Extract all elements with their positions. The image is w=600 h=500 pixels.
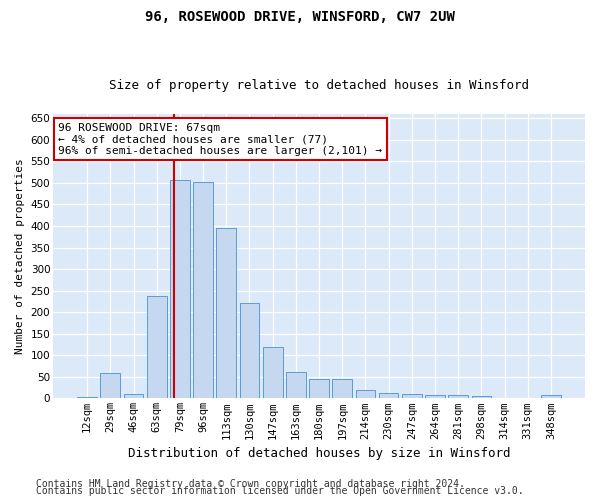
Bar	[77, 396, 97, 398]
Bar	[425, 395, 445, 398]
Bar	[239, 302, 259, 398]
Text: 96 ROSEWOOD DRIVE: 67sqm
← 4% of detached houses are smaller (77)
96% of semi-de: 96 ROSEWOOD DRIVE: 67sqm ← 4% of detache…	[58, 122, 382, 156]
Bar	[286, 372, 306, 398]
Bar	[309, 378, 329, 398]
Text: Contains public sector information licensed under the Open Government Licence v3: Contains public sector information licen…	[36, 486, 524, 496]
Bar	[147, 296, 167, 398]
Bar	[356, 390, 375, 398]
Title: Size of property relative to detached houses in Winsford: Size of property relative to detached ho…	[109, 79, 529, 92]
X-axis label: Distribution of detached houses by size in Winsford: Distribution of detached houses by size …	[128, 447, 510, 460]
Y-axis label: Number of detached properties: Number of detached properties	[15, 158, 25, 354]
Bar	[448, 396, 468, 398]
Text: 96, ROSEWOOD DRIVE, WINSFORD, CW7 2UW: 96, ROSEWOOD DRIVE, WINSFORD, CW7 2UW	[145, 10, 455, 24]
Bar	[402, 394, 422, 398]
Bar	[332, 378, 352, 398]
Bar	[217, 228, 236, 398]
Bar	[263, 346, 283, 399]
Text: Contains HM Land Registry data © Crown copyright and database right 2024.: Contains HM Land Registry data © Crown c…	[36, 479, 465, 489]
Bar	[379, 393, 398, 398]
Bar	[100, 372, 120, 398]
Bar	[541, 396, 561, 398]
Bar	[472, 396, 491, 398]
Bar	[170, 180, 190, 398]
Bar	[124, 394, 143, 398]
Bar	[193, 182, 213, 398]
